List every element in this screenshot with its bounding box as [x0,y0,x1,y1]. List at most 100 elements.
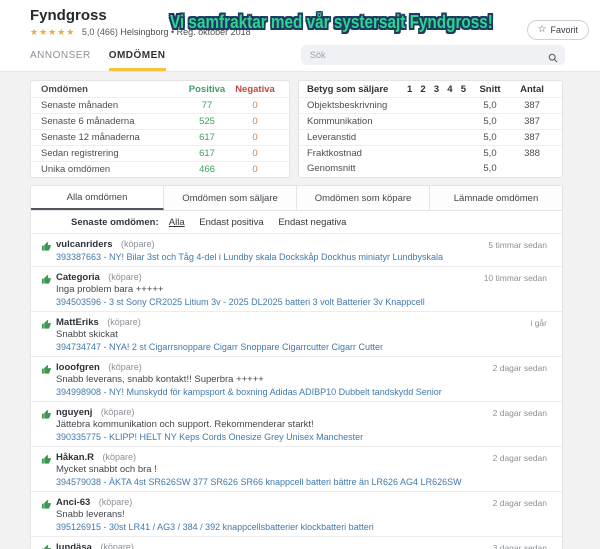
favorite-button[interactable]: ☆ Favorit [526,20,589,40]
stats-row-label: Senaste 12 månaderna [41,132,140,143]
review-timestamp: 2 dagar sedan [492,363,547,373]
review-role: (köpare) [107,317,141,327]
review-comment: Snabbt skickat [56,329,118,340]
rating-row-avg: 5,0 [483,116,497,127]
filter-endast-negativa[interactable]: Endast negativa [278,217,347,228]
stats-row-negative: 0 [252,132,258,143]
review-username[interactable]: lundäsa [56,542,92,549]
tab-annonser[interactable]: ANNONSER [30,50,91,61]
review-timestamp: 5 timmar sedan [488,240,547,250]
search-bar [301,45,565,65]
review-item-link[interactable]: 394579038 - ÄKTA 4st SR626SW 377 SR626 S… [56,477,462,487]
stats-table-row: Senaste månaden 77 0 [31,97,289,113]
feedback-filter-row: Senaste omdömen: Alla Endast positiva En… [31,211,562,233]
stats-col-positive: Positiva [188,84,226,95]
seller-rating-row: Fraktkostnad 5,0 388 [299,145,562,161]
review-role: (köpare) [120,239,155,249]
thumbs-up-icon [41,270,56,308]
rating-row-label: Objektsbeskrivning [307,100,388,111]
stats-table-row: Senaste 12 månaderna 617 0 [31,129,289,145]
tab-omdomen-som-kopare[interactable]: Omdömen som köpare [297,186,430,210]
stats-col-negative: Negativa [235,84,275,95]
review-item-link[interactable]: 394503596 - 3 st Sony CR2025 Litium 3v -… [56,297,425,307]
tab-omdomen[interactable]: OMDÖMEN [108,50,166,71]
filter-alla[interactable]: Alla [168,217,185,228]
rating-count[interactable]: (466) [96,27,118,37]
review-item-link[interactable]: 394734747 - NYA! 2 st Cigarrsnoppare Cig… [56,342,383,352]
feedback-stats-table: Omdömen Positiva Negativa Senaste månade… [30,80,290,178]
review-timestamp: 2 dagar sedan [492,498,547,508]
rating-row-label: Leveranstid [307,132,357,143]
rating-value: 5,0 [81,27,95,37]
review-item-link[interactable]: 395126915 - 30st LR41 / AG3 / 384 / 392 … [56,522,374,532]
stats-row-negative: 0 [252,148,258,159]
shop-registered: • Reg. oktober 2018 [170,27,251,37]
filter-endast-positiva[interactable]: Endast positiva [199,217,264,228]
tab-lamnade-omdomen[interactable]: Lämnade omdömen [430,186,562,210]
review-row: Håkan.R (köpare) Mycket snabbt och bra !… [31,446,562,491]
review-comment: Snabb leverans, snabb kontakt!! Superbra… [56,374,264,385]
review-item-link[interactable]: 394998908 - NY! Munskydd för kampsport &… [56,387,442,397]
review-row: looofgren (köpare) Snabb leverans, snabb… [31,356,562,401]
tab-omdomen-som-saljare[interactable]: Omdömen som säljare [164,186,297,210]
review-username[interactable]: Categoria [56,272,100,283]
review-username[interactable]: Anci-63 [56,497,91,508]
review-username[interactable]: looofgren [56,362,100,373]
scale-2: 2 [420,84,426,95]
review-role: (köpare) [98,497,133,507]
stats-table-row: Unika omdömen 466 0 [31,161,289,177]
stats-row-positive: 525 [199,116,215,127]
main-content: Omdömen Positiva Negativa Senaste månade… [30,80,563,549]
review-row: nguyenj (köpare) Jättebra kommunikation … [31,401,562,446]
stats-col-label: Omdömen [41,84,88,95]
stats-row-positive: 617 [199,132,215,143]
rating-row-label: Kommunikation [307,116,373,127]
stats-row-negative: 0 [252,164,258,175]
thumbs-up-icon [41,315,56,353]
stats-table-row: Senaste 6 månaderna 525 0 [31,113,289,129]
review-role: (köpare) [108,272,142,282]
star-outline-icon: ☆ [537,24,547,35]
review-row: lundäsa (köpare) 395580075 - NY Gasbränn… [31,536,562,549]
rating-row-count: 387 [524,100,540,111]
rating-row-count: 387 [524,116,540,127]
tab-alla-omdomen[interactable]: Alla omdömen [31,186,164,210]
search-icon[interactable] [548,50,558,68]
review-role: (köpare) [108,362,142,372]
review-role: (köpare) [100,542,134,549]
seller-rating-header: Betyg som säljare 1 2 3 4 5 Snitt Antal [299,81,562,97]
shop-title: Fyndgross [30,7,107,24]
review-row: Anci-63 (köpare) Snabb leverans! 3951269… [31,491,562,536]
page-header: Fyndgross ★★★★★ 5,0 (466) Helsingborg • … [0,0,600,72]
stats-row-label: Senaste 6 månaderna [41,116,135,127]
promo-banner: Vi samfraktar med vår systersajt Fyndgro… [170,12,493,32]
review-item-link[interactable]: 390335775 - KLIPP! HELT NY Keps Cords On… [56,432,364,442]
rating-col-count: Antal [520,84,544,95]
review-username[interactable]: vulcanriders [56,239,113,250]
feedback-tabs: Alla omdömen Omdömen som säljare Omdömen… [31,186,562,211]
seller-rating-row: Leveranstid 5,0 387 [299,129,562,145]
rating-row-count: 388 [524,148,540,159]
review-comment: Inga problem bara +++++ [56,284,164,295]
feedback-panel: Alla omdömen Omdömen som säljare Omdömen… [30,185,563,549]
review-username[interactable]: nguyenj [56,407,93,418]
review-role: (köpare) [100,407,135,417]
star-rating-icons: ★★★★★ [30,27,76,37]
stats-row-label: Unika omdömen [41,164,111,175]
review-timestamp: 2 dagar sedan [492,453,547,463]
scale-3: 3 [433,84,440,95]
review-username[interactable]: Håkan.R [56,452,95,463]
review-row: vulcanriders (köpare) 393387663 - NY! Bi… [31,233,562,266]
review-role: (köpare) [102,452,136,462]
shop-rating-line: ★★★★★ 5,0 (466) Helsingborg • Reg. oktob… [30,27,600,38]
search-input[interactable] [301,45,565,65]
rating-row-avg: 5,0 [483,100,497,111]
review-item-link[interactable]: 393387663 - NY! Bilar 3st och Tåg 4-del … [56,252,444,262]
rating-col-label: Betyg som säljare [307,84,389,95]
stats-row-label: Sedan registrering [41,148,119,159]
review-username[interactable]: MattEriks [56,317,99,328]
rating-footer-label: Genomsnitt [307,163,356,174]
stats-table-header: Omdömen Positiva Negativa [31,81,289,97]
stats-row-label: Senaste månaden [41,100,119,111]
review-comment: Jättebra kommunikation och support. Reko… [56,419,314,430]
